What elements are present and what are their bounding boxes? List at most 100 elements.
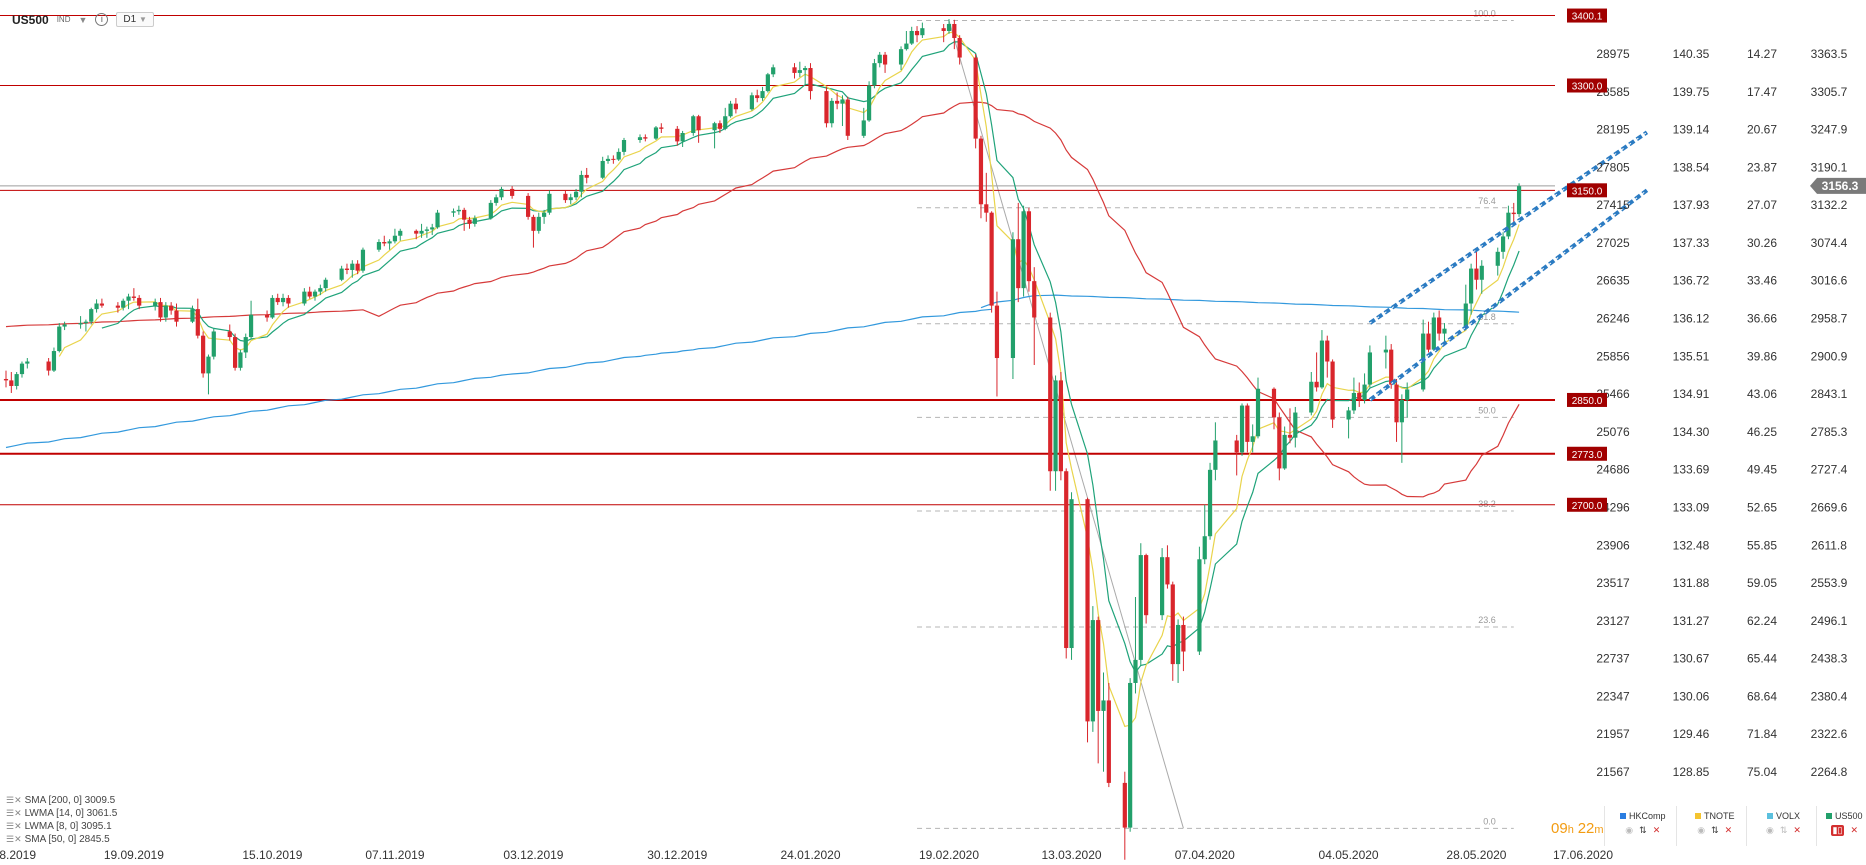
- chevron-down-icon[interactable]: ▼: [78, 14, 88, 25]
- candle: [264, 310, 270, 322]
- candle-body: [472, 218, 477, 224]
- candle: [414, 229, 419, 240]
- info-icon[interactable]: i: [95, 13, 109, 26]
- y-tick-label: 75.04: [1747, 765, 1777, 779]
- legend-item[interactable]: ☰✕ LWMA [14, 0] 3061.5: [6, 807, 117, 820]
- candle: [1010, 232, 1016, 379]
- candle: [1399, 394, 1404, 463]
- y-tick-label: 23906: [1596, 538, 1630, 552]
- candle-body: [462, 209, 467, 220]
- candle-body: [1213, 440, 1218, 470]
- sort-icon[interactable]: ⇅: [1711, 825, 1719, 835]
- candle: [1330, 359, 1335, 428]
- y-tick-label: 24686: [1596, 463, 1630, 477]
- fibonacci-retracement[interactable]: 100.0 76.4 61.8 50.0 38.2 23.6 0.0: [917, 9, 1514, 829]
- sort-icon[interactable]: ⇅: [1639, 825, 1647, 835]
- candle-body: [1367, 352, 1372, 385]
- candle-body: [360, 249, 366, 271]
- candle: [238, 349, 243, 371]
- candle: [211, 328, 216, 360]
- instrument-volx[interactable]: VOLX ◉ ⇅ ✕: [1766, 811, 1801, 836]
- timer-h-label: h: [1567, 824, 1574, 836]
- instrument-us500[interactable]: US500 ▮▯ ✕: [1826, 811, 1863, 836]
- candle-body: [547, 193, 552, 213]
- candle-body: [1016, 239, 1021, 289]
- candle-body: [1357, 392, 1362, 400]
- y-tick-label: 46.25: [1747, 425, 1777, 439]
- legend-item[interactable]: ☰✕ LWMA [8, 0] 3095.1: [6, 820, 117, 833]
- candle-body: [1469, 268, 1474, 304]
- candle-body: [1239, 405, 1245, 453]
- candle-body: [1021, 211, 1026, 289]
- candle: [1069, 492, 1074, 660]
- candle: [568, 193, 573, 205]
- y-tick-label: 139.14: [1673, 123, 1710, 137]
- sort-icon[interactable]: ⇅: [1779, 825, 1788, 835]
- candle: [382, 235, 387, 247]
- candle-body: [174, 310, 179, 322]
- instrument-hkcomp[interactable]: HKComp ◉ ⇅ ✕: [1620, 811, 1666, 836]
- candle: [808, 63, 813, 100]
- candle-body: [1234, 440, 1239, 453]
- trend-channel[interactable]: [1368, 130, 1649, 402]
- symbol-label[interactable]: US500: [12, 12, 49, 27]
- candle: [89, 307, 94, 325]
- instrument-tnote[interactable]: TNOTE ◉ ⇅ ✕: [1695, 811, 1735, 836]
- candle: [547, 190, 552, 215]
- price-axis: 2897528585281952780527415270252663526246…: [1596, 47, 1866, 779]
- candle-body: [137, 297, 142, 306]
- candle-body: [952, 24, 957, 38]
- candle: [675, 126, 680, 146]
- y-tick-label: 27805: [1596, 160, 1630, 174]
- close-icon[interactable]: ✕: [1652, 825, 1661, 835]
- candle-body: [19, 363, 25, 375]
- candle-body: [733, 103, 738, 110]
- instrument-label: US500: [1835, 811, 1863, 821]
- y-tick-label: 2785.3: [1811, 425, 1848, 439]
- candle: [637, 134, 643, 143]
- eye-icon[interactable]: ◉: [1625, 825, 1634, 835]
- y-tick-label: 23.87: [1747, 160, 1777, 174]
- y-tick-label: 26246: [1596, 312, 1630, 326]
- candle-body: [1096, 620, 1101, 711]
- candle: [323, 277, 328, 292]
- candle: [3, 370, 9, 388]
- x-tick-label: 30.12.2019: [647, 848, 707, 862]
- eye-icon[interactable]: ◉: [1766, 825, 1774, 835]
- level-badges[interactable]: 3400.1 3300.0 3150.0 2850.0 2773.0 2700.0: [1567, 8, 1607, 512]
- candle: [398, 228, 403, 241]
- candle-body: [680, 133, 685, 142]
- candle: [861, 107, 866, 138]
- eye-icon[interactable]: ◉: [1697, 825, 1706, 835]
- y-tick-label: 131.88: [1673, 576, 1710, 590]
- candle: [541, 209, 547, 224]
- x-tick-label: 07.11.2019: [365, 848, 424, 862]
- close-icon[interactable]: ✕: [1850, 825, 1858, 835]
- candle: [1085, 497, 1090, 743]
- candle: [1021, 205, 1026, 297]
- y-tick-label: 137.93: [1673, 198, 1710, 212]
- candle: [526, 193, 531, 220]
- candle-body: [201, 335, 206, 374]
- candle: [1213, 422, 1218, 481]
- list-icon: ☰✕: [6, 795, 22, 805]
- color-swatch: [1826, 813, 1832, 819]
- fib-trend-line: [948, 20, 1184, 829]
- horizontal-levels[interactable]: [0, 15, 1555, 506]
- candle: [605, 155, 611, 164]
- legend-item[interactable]: ☰✕ SMA [50, 0] 2845.5: [6, 833, 117, 846]
- candle: [563, 190, 568, 203]
- candle: [1500, 232, 1506, 259]
- close-icon[interactable]: ✕: [1793, 825, 1801, 835]
- timeframe-selector[interactable]: D1 ▼: [116, 12, 154, 27]
- close-icon[interactable]: ✕: [1724, 825, 1733, 835]
- candle-body: [1255, 388, 1261, 437]
- candle-type-icon[interactable]: ▮▯: [1830, 825, 1845, 836]
- candle-body: [1133, 659, 1138, 683]
- candle-body: [227, 331, 232, 338]
- candle-body: [286, 297, 291, 304]
- candle-body: [792, 67, 797, 73]
- candle: [312, 289, 318, 301]
- legend-item[interactable]: ☰✕ SMA [200, 0] 3009.5: [6, 794, 117, 807]
